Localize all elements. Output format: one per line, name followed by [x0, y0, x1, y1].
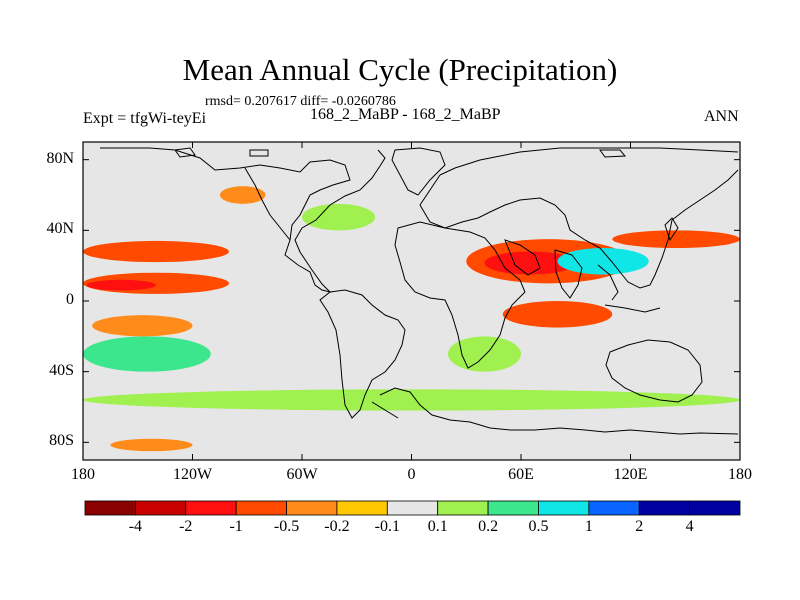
precip-field-south-pacific-wet	[83, 336, 211, 372]
precip-field-east-asia-dry	[612, 230, 740, 249]
coastline-arabia	[504, 239, 541, 276]
colorbar-label: 4	[685, 518, 694, 535]
precip-field-tropical-pacific-core	[86, 279, 156, 291]
precip-field-tibet-wet	[557, 248, 649, 275]
coastline-south-america	[319, 289, 406, 419]
colorbar-box	[386, 500, 439, 516]
precip-field-indian-ocean-dry	[502, 301, 613, 328]
x-tick-label: 120W	[172, 466, 213, 483]
runs-label: 168_2_MaBP - 168_2_MaBP	[310, 106, 501, 123]
coastline-india	[554, 249, 583, 299]
coastline-antarctica	[379, 387, 739, 435]
precip-field-africa-south-wet	[448, 336, 521, 372]
colorbar-box	[185, 500, 237, 516]
colorbar-box	[235, 500, 287, 516]
colorbar-label: -0.5	[273, 518, 300, 535]
colorbar-label: 2	[635, 518, 644, 535]
colorbar-box	[538, 500, 590, 516]
y-tick-label: 80S	[49, 432, 74, 450]
map-background	[83, 142, 740, 460]
coastlines	[100, 147, 739, 435]
precip-field-india-core	[484, 251, 576, 275]
colorbar-label: 0.5	[528, 518, 549, 535]
stats-label: rmsd= 0.207617 diff= -0.0260786	[205, 94, 396, 109]
x-tick-label: 120E	[613, 466, 648, 483]
precip-field-antarctic-coast-dry	[110, 438, 193, 452]
x-tick-label: 180	[71, 466, 95, 483]
colorbar-box	[437, 500, 489, 516]
precip-field-south-pacific-dry	[92, 315, 193, 337]
colorbar-box	[84, 500, 136, 516]
season-label: ANN	[704, 108, 739, 125]
coastline-antarctic-peninsula	[371, 401, 399, 419]
colorbar-label: -1	[229, 518, 243, 535]
y-tick-label: 80N	[46, 149, 74, 167]
y-tick-label: 0	[66, 291, 74, 308]
coastline-australia	[605, 339, 703, 403]
x-tick-label: 0	[407, 466, 416, 483]
colorbar-box	[588, 500, 640, 516]
experiment-label: Expt = tfgWi-teyEi	[83, 110, 207, 127]
x-tick-label: 60W	[286, 466, 318, 483]
coastline-japan	[664, 217, 679, 242]
x-tick-label: 180	[728, 466, 752, 483]
colorbar-label: -4	[128, 518, 143, 535]
precip-field-southern-ocean-band	[83, 389, 740, 411]
coastline-greenland	[391, 147, 446, 196]
colorbar-box	[487, 500, 539, 516]
colorbar-box	[134, 500, 187, 516]
y-tick-label: 40S	[49, 361, 74, 379]
coastline-eurasia	[419, 147, 739, 289]
colorbar-label: 1	[584, 518, 593, 535]
x-tick-label: 60E	[508, 466, 534, 483]
colorbar-box	[286, 500, 338, 516]
y-tick-label: 40N	[46, 220, 74, 238]
precip-fields	[83, 186, 740, 452]
colorbar	[84, 500, 741, 516]
precip-field-north-atlantic-wet	[302, 203, 375, 231]
chart-title: Mean Annual Cycle (Precipitation)	[182, 52, 618, 87]
coastline-southeast-asia	[597, 264, 661, 313]
colorbar-label: 0.2	[478, 518, 499, 535]
colorbar-label: -2	[179, 518, 193, 535]
colorbar-label: 0.1	[427, 518, 448, 535]
colorbar-box	[689, 500, 741, 516]
precip-field-north-pacific-30N	[83, 240, 229, 263]
colorbar-label: -0.2	[324, 518, 350, 535]
coastline-arctic-islands	[174, 147, 627, 158]
coastline-north-america-west	[244, 167, 291, 241]
colorbar-box	[336, 500, 388, 516]
axis-ticks	[82, 142, 741, 460]
colorbar-box	[638, 500, 691, 516]
coastline-africa	[394, 221, 526, 369]
precip-field-north-america-dry	[219, 186, 266, 204]
colorbar-label: -0.1	[374, 518, 400, 535]
